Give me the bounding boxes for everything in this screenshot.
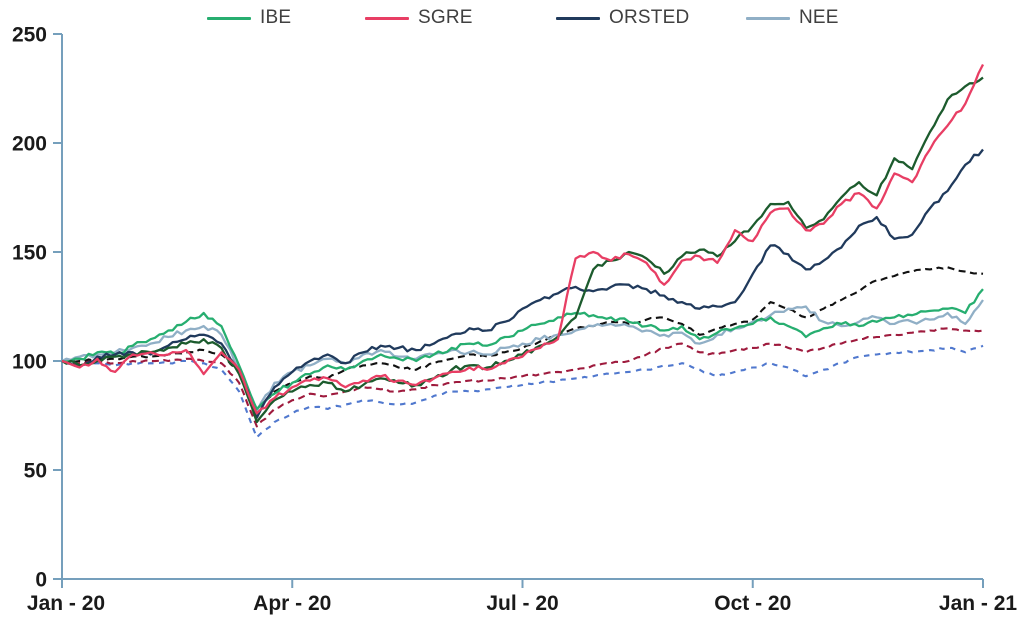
- x-axis-tick-label: Jul - 20: [486, 592, 558, 615]
- legend-label-nee: NEE: [799, 7, 839, 28]
- legend-item-orsted: ORSTED: [556, 7, 689, 29]
- legend-label-ibe: IBE: [260, 7, 292, 28]
- series-line-benchmark-black-dashed: [61, 266, 984, 411]
- y-axis-tick-label: 200: [12, 133, 47, 156]
- legend-label-orsted: ORSTED: [609, 7, 690, 28]
- series-line-unlabeled-dark-green: [61, 76, 984, 424]
- y-axis-tick-label: 250: [12, 24, 47, 47]
- x-axis-tick-label: Oct - 20: [714, 592, 791, 615]
- y-axis-tick-label: 50: [24, 460, 47, 483]
- y-axis-tick-label: 100: [12, 351, 47, 374]
- y-axis-tick-label: 0: [35, 569, 47, 592]
- legend-label-sgre: SGRE: [418, 7, 473, 28]
- series-line-IBE: [61, 288, 984, 411]
- y-axis-tick-label: 150: [12, 242, 47, 265]
- series-line-benchmark-blue-dashed: [61, 344, 984, 439]
- legend-item-ibe: IBE: [207, 7, 291, 29]
- x-axis-tick-label: Jan - 20: [27, 592, 105, 615]
- chart-legend: IBE SGRE ORSTED NEE: [0, 0, 1024, 34]
- series-line-NEE: [61, 299, 984, 413]
- legend-line-swatch-orsted: [556, 16, 600, 20]
- legend-line-swatch-ibe: [207, 16, 251, 20]
- series-line-ORSTED: [61, 148, 984, 419]
- series-line-benchmark-dark-red-dashed: [61, 327, 984, 428]
- x-axis-tick-label: Jan - 21: [939, 592, 1018, 615]
- legend-line-swatch-sgre: [365, 16, 409, 20]
- series-line-SGRE: [61, 63, 985, 415]
- legend-line-swatch-nee: [746, 16, 790, 20]
- x-axis-tick-label: Apr - 20: [253, 592, 331, 615]
- legend-item-nee: NEE: [746, 7, 839, 29]
- legend-item-sgre: SGRE: [365, 7, 473, 29]
